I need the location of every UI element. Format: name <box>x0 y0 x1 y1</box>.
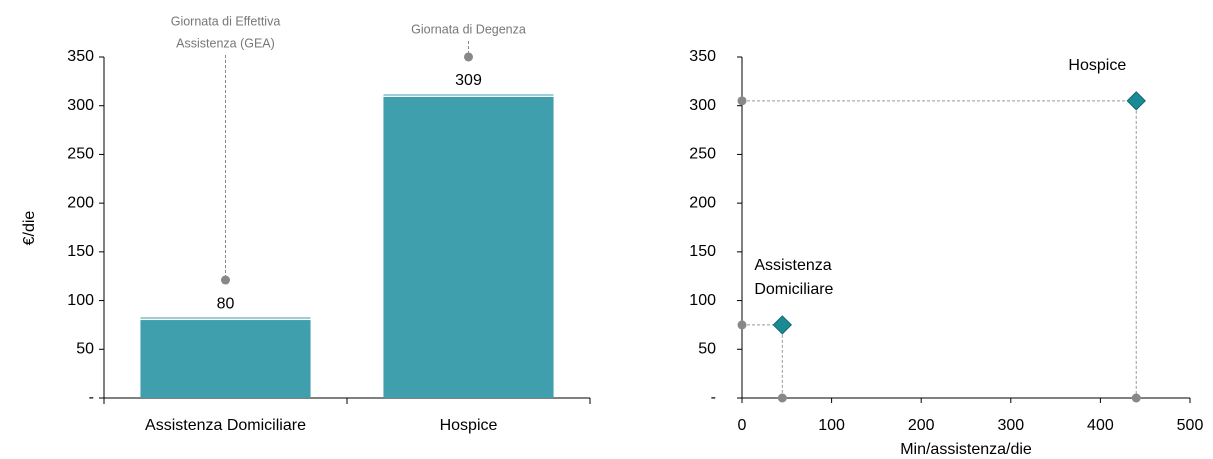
point-label: Hospice <box>1068 57 1126 74</box>
y-tick-label: - <box>711 389 716 406</box>
y-tick-label: 50 <box>698 341 716 358</box>
annotation: Assistenza (GEA) <box>176 36 275 50</box>
annotation-dot <box>221 275 230 285</box>
x-tick-label: 100 <box>818 417 845 434</box>
point-label: Assistenza <box>754 257 831 274</box>
value-label: 80 <box>217 295 235 312</box>
annotation: Giornata di Degenza <box>411 22 526 36</box>
y-tick-label: 200 <box>67 194 94 211</box>
y-tick-label: 250 <box>67 146 94 163</box>
x-tick-label: 500 <box>1177 417 1204 434</box>
guide-dot <box>737 320 747 330</box>
x-tick-label: 300 <box>997 417 1024 434</box>
annotation-dot <box>464 52 473 62</box>
y-tick-label: 300 <box>689 97 716 114</box>
guide-dot <box>777 393 787 403</box>
y-tick-label: 200 <box>689 194 716 211</box>
guide-dot <box>1131 393 1141 403</box>
y-tick-label: 350 <box>67 48 94 65</box>
y-tick-label: 250 <box>689 146 716 163</box>
y-tick-label: - <box>89 389 94 406</box>
point-label: Domiciliare <box>754 281 833 298</box>
bar <box>140 320 311 398</box>
guide-dot <box>737 96 747 106</box>
x-tick-label: Assistenza Domiciliare <box>145 417 306 434</box>
x-axis-label: Min/assistenza/die <box>900 441 1032 458</box>
y-tick-label: 350 <box>689 48 716 65</box>
x-tick-label: 200 <box>908 417 935 434</box>
y-tick-label: 50 <box>76 341 94 358</box>
bar <box>383 96 554 399</box>
x-tick-label: 400 <box>1087 417 1114 434</box>
y-tick-label: 100 <box>689 292 716 309</box>
y-tick-label: 150 <box>67 243 94 260</box>
y-tick-label: 100 <box>67 292 94 309</box>
x-tick-label: 0 <box>738 417 747 434</box>
point <box>1126 91 1146 111</box>
x-tick-label: Hospice <box>440 417 498 434</box>
y-tick-label: 300 <box>67 97 94 114</box>
y-axis-label: €/die <box>21 211 38 246</box>
value-label: 309 <box>455 72 482 89</box>
point <box>772 315 793 335</box>
y-tick-label: 150 <box>689 243 716 260</box>
annotation: Giornata di Effettiva <box>171 14 281 28</box>
